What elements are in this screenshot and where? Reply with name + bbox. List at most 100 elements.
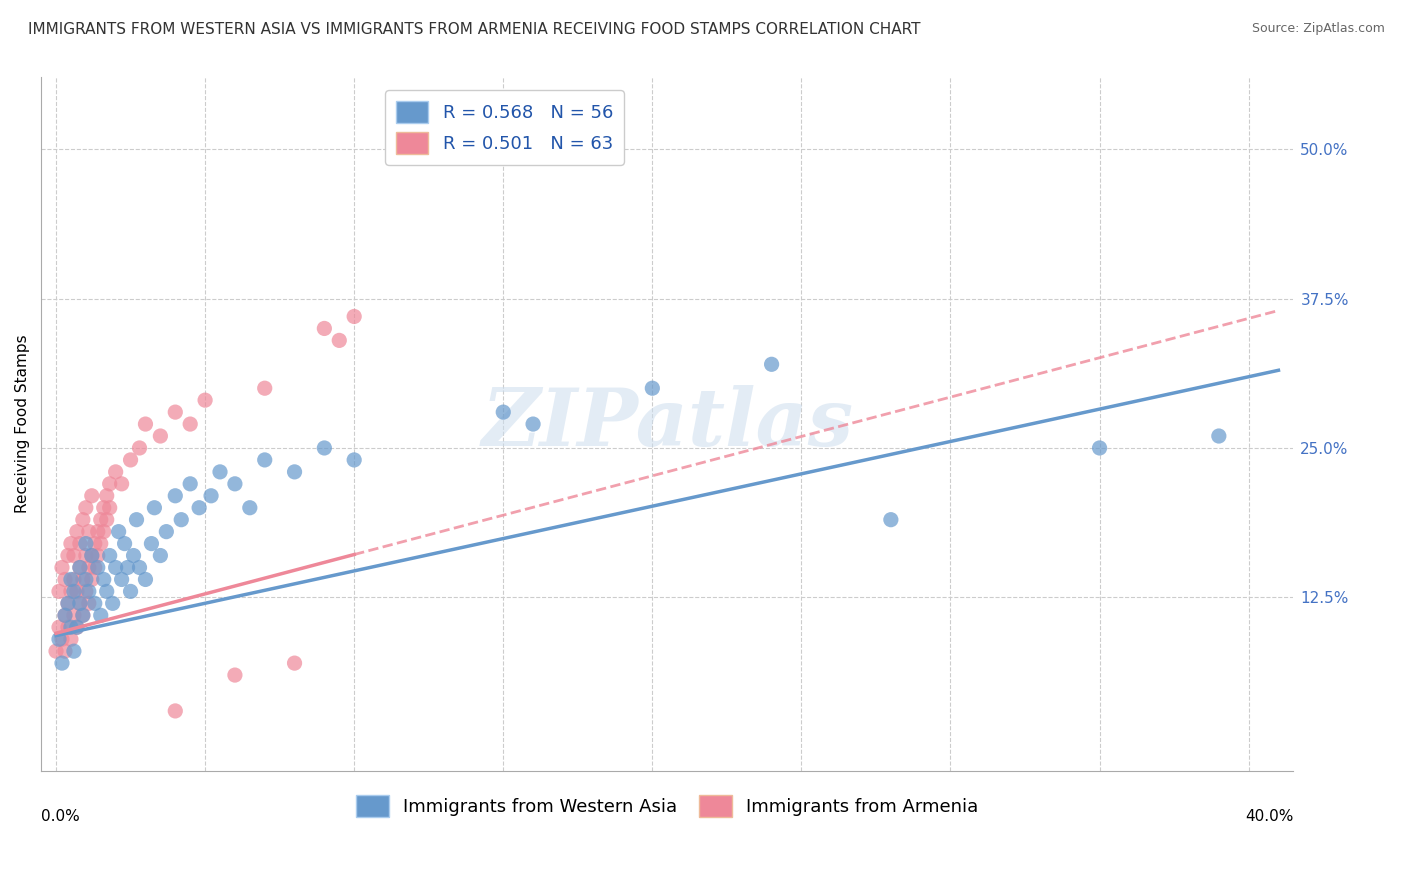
Point bbox=[200, 489, 222, 503]
Point bbox=[122, 549, 145, 563]
Point bbox=[98, 549, 121, 563]
Point bbox=[117, 560, 139, 574]
Text: 40.0%: 40.0% bbox=[1244, 809, 1294, 824]
Point bbox=[53, 608, 76, 623]
Point bbox=[83, 536, 105, 550]
Point bbox=[194, 393, 217, 408]
Point bbox=[761, 357, 783, 371]
Point bbox=[80, 549, 103, 563]
Point bbox=[80, 489, 103, 503]
Point bbox=[77, 584, 100, 599]
Point bbox=[98, 476, 121, 491]
Point bbox=[149, 429, 172, 443]
Point bbox=[134, 417, 156, 431]
Point bbox=[51, 560, 73, 574]
Point bbox=[59, 584, 82, 599]
Point bbox=[48, 620, 70, 634]
Point bbox=[96, 489, 118, 503]
Point bbox=[143, 500, 166, 515]
Point bbox=[104, 465, 127, 479]
Point bbox=[75, 573, 97, 587]
Legend: Immigrants from Western Asia, Immigrants from Armenia: Immigrants from Western Asia, Immigrants… bbox=[349, 788, 986, 824]
Point bbox=[165, 489, 187, 503]
Point bbox=[59, 573, 82, 587]
Point bbox=[880, 513, 903, 527]
Point bbox=[51, 656, 73, 670]
Point bbox=[56, 596, 79, 610]
Point bbox=[188, 500, 211, 515]
Y-axis label: Receiving Food Stamps: Receiving Food Stamps bbox=[15, 334, 30, 514]
Point bbox=[155, 524, 177, 539]
Point bbox=[149, 549, 172, 563]
Point bbox=[59, 536, 82, 550]
Point bbox=[208, 465, 231, 479]
Point bbox=[56, 596, 79, 610]
Point bbox=[120, 453, 142, 467]
Point bbox=[110, 476, 132, 491]
Point bbox=[53, 644, 76, 658]
Point bbox=[224, 476, 246, 491]
Point bbox=[77, 560, 100, 574]
Point bbox=[69, 560, 91, 574]
Point bbox=[120, 584, 142, 599]
Point bbox=[75, 536, 97, 550]
Point bbox=[75, 500, 97, 515]
Text: IMMIGRANTS FROM WESTERN ASIA VS IMMIGRANTS FROM ARMENIA RECEIVING FOOD STAMPS CO: IMMIGRANTS FROM WESTERN ASIA VS IMMIGRAN… bbox=[28, 22, 921, 37]
Point bbox=[69, 596, 91, 610]
Point bbox=[170, 513, 193, 527]
Point bbox=[141, 536, 163, 550]
Point bbox=[492, 405, 515, 419]
Point bbox=[63, 549, 86, 563]
Point bbox=[101, 596, 124, 610]
Point bbox=[53, 608, 76, 623]
Point bbox=[165, 704, 187, 718]
Point bbox=[239, 500, 262, 515]
Point bbox=[66, 620, 89, 634]
Point bbox=[56, 549, 79, 563]
Point bbox=[66, 620, 89, 634]
Point bbox=[63, 573, 86, 587]
Point bbox=[87, 524, 110, 539]
Point bbox=[63, 584, 86, 599]
Point bbox=[75, 584, 97, 599]
Point bbox=[253, 381, 276, 395]
Point bbox=[125, 513, 148, 527]
Point bbox=[72, 573, 94, 587]
Point bbox=[224, 668, 246, 682]
Point bbox=[77, 524, 100, 539]
Point bbox=[134, 573, 156, 587]
Point bbox=[53, 573, 76, 587]
Point bbox=[93, 573, 115, 587]
Point bbox=[59, 620, 82, 634]
Point bbox=[45, 644, 67, 658]
Point bbox=[80, 549, 103, 563]
Point bbox=[87, 549, 110, 563]
Point bbox=[83, 596, 105, 610]
Point bbox=[83, 560, 105, 574]
Point bbox=[128, 560, 150, 574]
Point bbox=[51, 632, 73, 647]
Point bbox=[63, 608, 86, 623]
Point bbox=[80, 573, 103, 587]
Text: ZIPatlas: ZIPatlas bbox=[481, 385, 853, 463]
Point bbox=[90, 608, 112, 623]
Point bbox=[110, 573, 132, 587]
Point bbox=[179, 417, 201, 431]
Point bbox=[283, 656, 305, 670]
Point bbox=[98, 500, 121, 515]
Point bbox=[343, 310, 366, 324]
Point bbox=[107, 524, 129, 539]
Point bbox=[90, 513, 112, 527]
Point bbox=[90, 536, 112, 550]
Point bbox=[343, 453, 366, 467]
Point bbox=[72, 608, 94, 623]
Point bbox=[48, 632, 70, 647]
Point bbox=[69, 536, 91, 550]
Point bbox=[77, 596, 100, 610]
Point bbox=[66, 584, 89, 599]
Point bbox=[48, 584, 70, 599]
Point bbox=[75, 549, 97, 563]
Point bbox=[87, 560, 110, 574]
Point bbox=[69, 596, 91, 610]
Point bbox=[59, 632, 82, 647]
